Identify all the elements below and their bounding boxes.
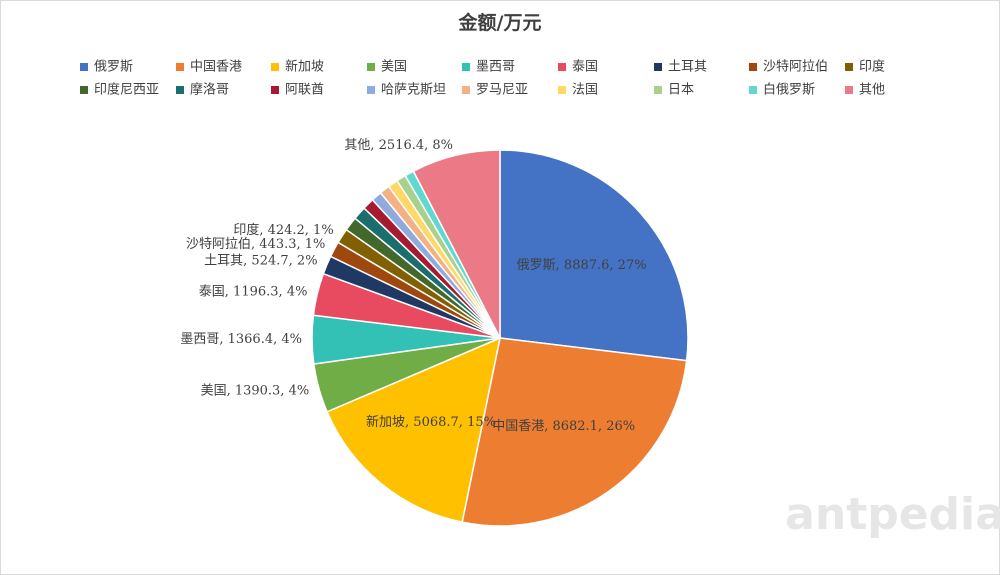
data-label: 新加坡, 5068.7, 15% bbox=[366, 414, 496, 430]
legend-label: 土耳其 bbox=[668, 60, 707, 75]
legend-swatch bbox=[845, 63, 853, 71]
legend-swatch bbox=[749, 63, 757, 71]
legend-swatch bbox=[845, 86, 853, 94]
data-label: 印度, 424.2, 1% bbox=[233, 222, 333, 238]
legend-swatch bbox=[271, 86, 279, 94]
legend-label: 泰国 bbox=[572, 60, 598, 75]
legend-label: 俄罗斯 bbox=[94, 60, 133, 75]
legend-swatch bbox=[80, 63, 88, 71]
data-label: 沙特阿拉伯, 443.3, 1% bbox=[186, 237, 325, 252]
legend-label: 沙特阿拉伯 bbox=[763, 60, 828, 75]
legend-swatch bbox=[176, 86, 184, 94]
data-label: 中国香港, 8682.1, 26% bbox=[492, 419, 635, 434]
legend-swatch bbox=[462, 86, 470, 94]
pie-slice bbox=[499, 149, 689, 362]
pie-slice bbox=[461, 337, 688, 527]
legend-label: 印度尼西亚 bbox=[94, 82, 159, 98]
legend-label: 哈萨克斯坦 bbox=[381, 83, 446, 98]
legend-label: 印度 bbox=[859, 59, 885, 75]
legend-label: 罗马尼亚 bbox=[476, 83, 528, 98]
legend-swatch bbox=[462, 63, 470, 71]
legend-swatch bbox=[271, 63, 279, 71]
legend-label: 白俄罗斯 bbox=[763, 82, 815, 98]
pie-slice bbox=[412, 149, 501, 339]
data-label: 墨西哥, 1366.4, 4% bbox=[180, 332, 302, 347]
pie-slice bbox=[326, 336, 502, 524]
data-label: 土耳其, 524.7, 2% bbox=[204, 254, 317, 269]
legend-swatch bbox=[176, 63, 184, 71]
legend-label: 摩洛哥 bbox=[190, 82, 229, 98]
watermark: antpedia bbox=[785, 489, 1000, 540]
legend-label: 墨西哥 bbox=[476, 60, 515, 75]
legend-label: 其他 bbox=[859, 83, 885, 98]
legend-label: 日本 bbox=[668, 83, 694, 98]
legend-swatch bbox=[367, 86, 375, 94]
legend-label: 美国 bbox=[381, 60, 407, 75]
legend-label: 阿联酋 bbox=[285, 82, 324, 98]
legend-label: 中国香港 bbox=[190, 60, 242, 75]
legend-swatch bbox=[749, 86, 757, 94]
legend-label: 法国 bbox=[572, 83, 598, 98]
data-label: 泰国, 1196.3, 4% bbox=[199, 284, 308, 299]
data-label: 俄罗斯, 8887.6, 27% bbox=[517, 258, 647, 273]
legend-swatch bbox=[80, 86, 88, 94]
legend-swatch bbox=[558, 86, 566, 94]
chart-title: 金额/万元 bbox=[458, 11, 542, 34]
legend-swatch bbox=[654, 86, 662, 94]
legend-swatch bbox=[367, 63, 375, 71]
legend-swatch bbox=[654, 63, 662, 71]
data-label: 美国, 1390.3, 4% bbox=[201, 384, 310, 399]
legend-swatch bbox=[558, 63, 566, 71]
data-label: 其他, 2516.4, 8% bbox=[344, 138, 453, 153]
legend-label: 新加坡 bbox=[285, 59, 324, 75]
